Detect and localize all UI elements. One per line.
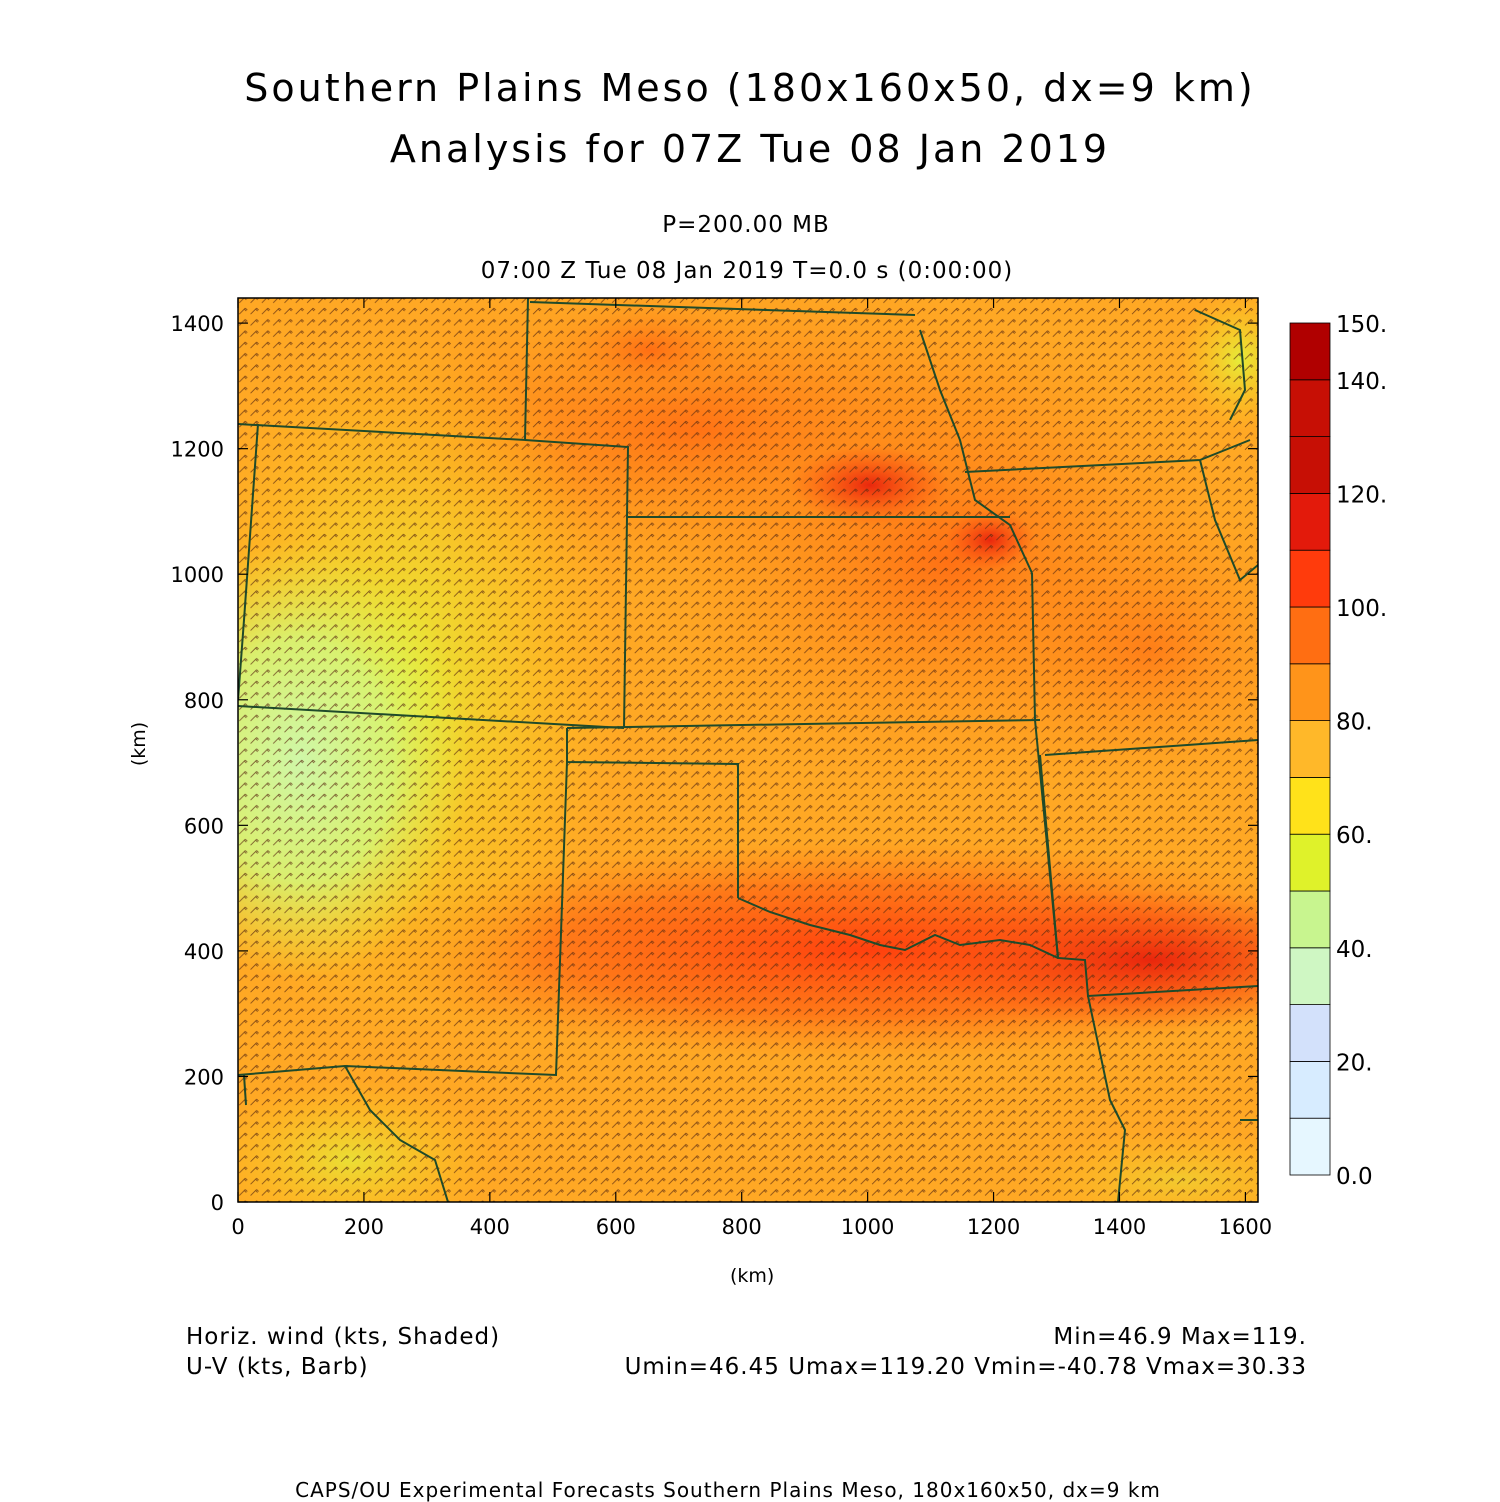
credit-line: CAPS/OU Experimental Forecasts Southern … [295, 1478, 1161, 1502]
state-line-ok-ar [1039, 754, 1258, 998]
colorbar-label: 120. [1336, 482, 1387, 508]
state-line-co-north [524, 439, 630, 729]
colorbar-label: 140. [1336, 369, 1387, 395]
colorbar-label: 60. [1336, 823, 1373, 849]
y-tick-label: 600 [184, 814, 224, 838]
state-boundaries [238, 298, 1258, 1202]
state-line-ia-mo [1199, 459, 1258, 582]
state-line-mo-river [919, 329, 1033, 574]
state-line-ne [1194, 309, 1247, 421]
y-axis-label: (km) [128, 721, 151, 767]
state-line-rio [344, 1065, 449, 1202]
colorbar-label: 100. [1336, 596, 1387, 622]
colorbar-swatch [1289, 947, 1331, 1005]
min-max-stats: Min=46.9 Max=119. [1053, 1324, 1307, 1350]
colorbar-swatch [1289, 436, 1331, 494]
colorbar-swatch [1289, 663, 1331, 721]
uv-stats: Umin=46.45 Umax=119.20 Vmin=-40.78 Vmax=… [624, 1354, 1307, 1380]
colorbar-label: 20. [1336, 1050, 1373, 1076]
x-tick-label: 1000 [841, 1215, 894, 1239]
pressure-level: P=200.00 MB [662, 212, 830, 238]
plot-frame [237, 297, 1259, 1203]
plot-title: Southern Plains Meso (180x160x50, dx=9 k… [244, 66, 1256, 110]
colorbar-label: 0.0 [1336, 1164, 1373, 1190]
state-line-ar-la [1087, 995, 1127, 1202]
y-tick-label: 1200 [171, 438, 224, 462]
colorbar-swatch [1289, 720, 1331, 778]
x-tick-label: 200 [344, 1215, 384, 1239]
y-tick-label: 1400 [171, 312, 224, 336]
valid-time: 07:00 Z Tue 08 Jan 2019 T=0.0 s (0:00:00… [480, 258, 1014, 284]
colorbar-swatch [1289, 833, 1331, 892]
y-tick-label: 400 [184, 940, 224, 964]
colorbar-swatch [1289, 322, 1331, 381]
plot-subtitle: Analysis for 07Z Tue 08 Jan 2019 [389, 127, 1111, 171]
x-tick-label: 600 [596, 1215, 636, 1239]
colorbar-label: 80. [1336, 710, 1373, 736]
colorbar-swatch [1289, 379, 1331, 437]
y-tick-label: 0 [211, 1191, 224, 1215]
state-line-tx-west [238, 761, 568, 1077]
state-line-red-river [737, 897, 1059, 959]
wind-speed-shading [238, 298, 1258, 1202]
colorbar-swatch [1289, 606, 1331, 665]
state-line-sw-tick [243, 1074, 247, 1106]
colorbar: 0.0 20. 40. 60. 80. 100. 120. 140. 150. [1289, 312, 1387, 1190]
y-tick-label: 200 [184, 1065, 224, 1089]
colorbar-swatch [1289, 890, 1331, 949]
barb-field-label: U-V (kts, Barb) [186, 1354, 369, 1380]
state-line-ks-south [566, 719, 1041, 729]
colorbar-swatch [1289, 549, 1331, 608]
y-axis-ticks: 0 200 400 600 800 1000 1200 1400 [171, 312, 1258, 1215]
x-tick-label: 1600 [1219, 1215, 1272, 1239]
state-line-co-ks [238, 705, 625, 729]
colorbar-swatch [1289, 1061, 1331, 1119]
colorbar-label: 40. [1336, 937, 1373, 963]
colorbar-swatch [1289, 492, 1331, 551]
y-tick-label: 1000 [171, 563, 224, 587]
colorbar-swatch [1289, 1117, 1331, 1176]
state-line-mo-east [1044, 739, 1258, 756]
state-line-far-west [238, 423, 259, 701]
colorbar-swatch [1289, 777, 1331, 835]
x-tick-label: 800 [722, 1215, 762, 1239]
shaded-field-label: Horiz. wind (kts, Shaded) [186, 1324, 501, 1350]
x-tick-label: 400 [470, 1215, 510, 1239]
x-axis-ticks: 0 200 400 600 800 1000 1200 1400 1600 [231, 298, 1272, 1239]
colorbar-swatch [1289, 1004, 1331, 1062]
x-tick-label: 1400 [1093, 1215, 1146, 1239]
x-tick-label: 0 [231, 1215, 244, 1239]
y-tick-label: 800 [184, 689, 224, 713]
state-line-top [529, 301, 916, 316]
x-tick-label: 1200 [967, 1215, 1020, 1239]
colorbar-label: 150. [1336, 312, 1387, 338]
state-line-ok-pan [566, 728, 739, 898]
x-axis-label: (km) [730, 1265, 775, 1287]
